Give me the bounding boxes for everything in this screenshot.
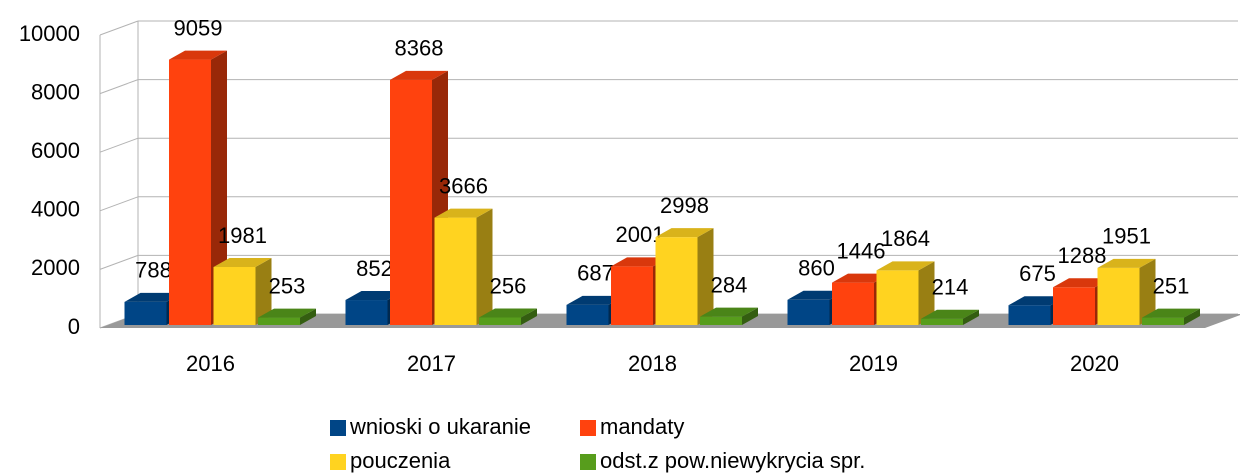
bar (1008, 305, 1051, 325)
legend-swatch (330, 420, 346, 436)
data-label: 860 (798, 256, 835, 281)
data-label: 2998 (660, 193, 709, 218)
bar-top (1097, 258, 1156, 268)
data-label: 1951 (1102, 224, 1151, 249)
bar (390, 79, 432, 325)
y-tick-label: 2000 (31, 255, 80, 280)
bar-top (921, 309, 979, 319)
bar-side (963, 309, 979, 325)
bar-top (434, 208, 493, 218)
bar (921, 318, 963, 325)
bar-side (300, 308, 316, 325)
bar-top (832, 273, 890, 283)
bar (169, 59, 211, 326)
bar-top (213, 257, 272, 267)
data-label: 3666 (439, 173, 488, 198)
bar-top (876, 261, 935, 271)
bar-top (124, 292, 183, 302)
bar (258, 317, 300, 325)
bar-side (255, 257, 272, 325)
bar-side (211, 50, 227, 326)
data-label: 214 (932, 275, 969, 300)
data-label: 253 (269, 273, 306, 298)
data-label: 8368 (395, 36, 444, 61)
bar (124, 301, 167, 325)
x-tick-label: 2020 (1070, 351, 1119, 376)
data-label: 1446 (837, 238, 886, 263)
legend-label: wnioski o ukaranie (349, 414, 531, 439)
bar (479, 317, 521, 325)
bar (832, 282, 874, 325)
data-label: 284 (711, 272, 748, 297)
bar (876, 270, 919, 325)
bar-top (258, 308, 316, 318)
y-tick-label: 4000 (31, 197, 80, 222)
bar (787, 299, 830, 325)
legend-label: odst.z pow.niewykrycia spr. (600, 448, 865, 473)
grid-line (99, 79, 139, 95)
bar-side (476, 208, 493, 325)
data-label: 852 (356, 256, 393, 281)
bar-top (169, 50, 227, 60)
bar (345, 300, 388, 325)
bar (1142, 317, 1184, 325)
x-tick-label: 2016 (186, 351, 235, 376)
grid-line (99, 196, 139, 212)
bar-side (1139, 258, 1156, 325)
data-label: 687 (577, 261, 614, 286)
bar-side (1184, 308, 1200, 325)
legend-swatch (580, 420, 596, 436)
bar-top (566, 295, 625, 305)
bar (655, 237, 698, 325)
x-tick-label: 2018 (628, 351, 677, 376)
data-label: 251 (1153, 273, 1190, 298)
data-label: 9059 (174, 15, 223, 40)
bar (1053, 287, 1095, 325)
bar-top (700, 307, 758, 317)
bar-top (345, 291, 404, 301)
bar-top (1142, 308, 1200, 318)
bar-side (697, 228, 714, 325)
bar (700, 316, 742, 325)
bar-top (787, 290, 846, 300)
bar (1097, 267, 1140, 325)
bar (434, 217, 477, 325)
bar-side (742, 307, 758, 325)
grid-line (99, 137, 139, 153)
legend-swatch (330, 454, 346, 470)
bar (611, 266, 653, 325)
bar-top (1053, 278, 1111, 288)
data-label: 675 (1019, 261, 1056, 286)
x-tick-label: 2019 (849, 351, 898, 376)
y-tick-label: 0 (68, 314, 80, 339)
data-label: 788 (135, 258, 172, 283)
bar-top (390, 70, 448, 80)
y-tick-label: 8000 (31, 79, 80, 104)
legend-label: pouczenia (350, 448, 451, 473)
bar-top (655, 228, 714, 238)
data-label: 1288 (1058, 243, 1107, 268)
legend-swatch (580, 454, 596, 470)
bar-top (1008, 296, 1067, 306)
data-label: 1981 (218, 223, 267, 248)
y-tick-label: 6000 (31, 138, 80, 163)
bar-top (611, 257, 669, 267)
bar (213, 266, 256, 325)
data-label: 256 (490, 273, 527, 298)
bar (566, 304, 609, 325)
bar-top (479, 308, 537, 318)
y-tick-label: 10000 (19, 21, 80, 46)
data-label: 1864 (881, 226, 930, 251)
legend-label: mandaty (600, 414, 684, 439)
x-tick-label: 2017 (407, 351, 456, 376)
grid-line (99, 20, 139, 36)
bar-side (521, 308, 537, 325)
bar-side (918, 261, 935, 325)
grid-line (99, 254, 139, 270)
